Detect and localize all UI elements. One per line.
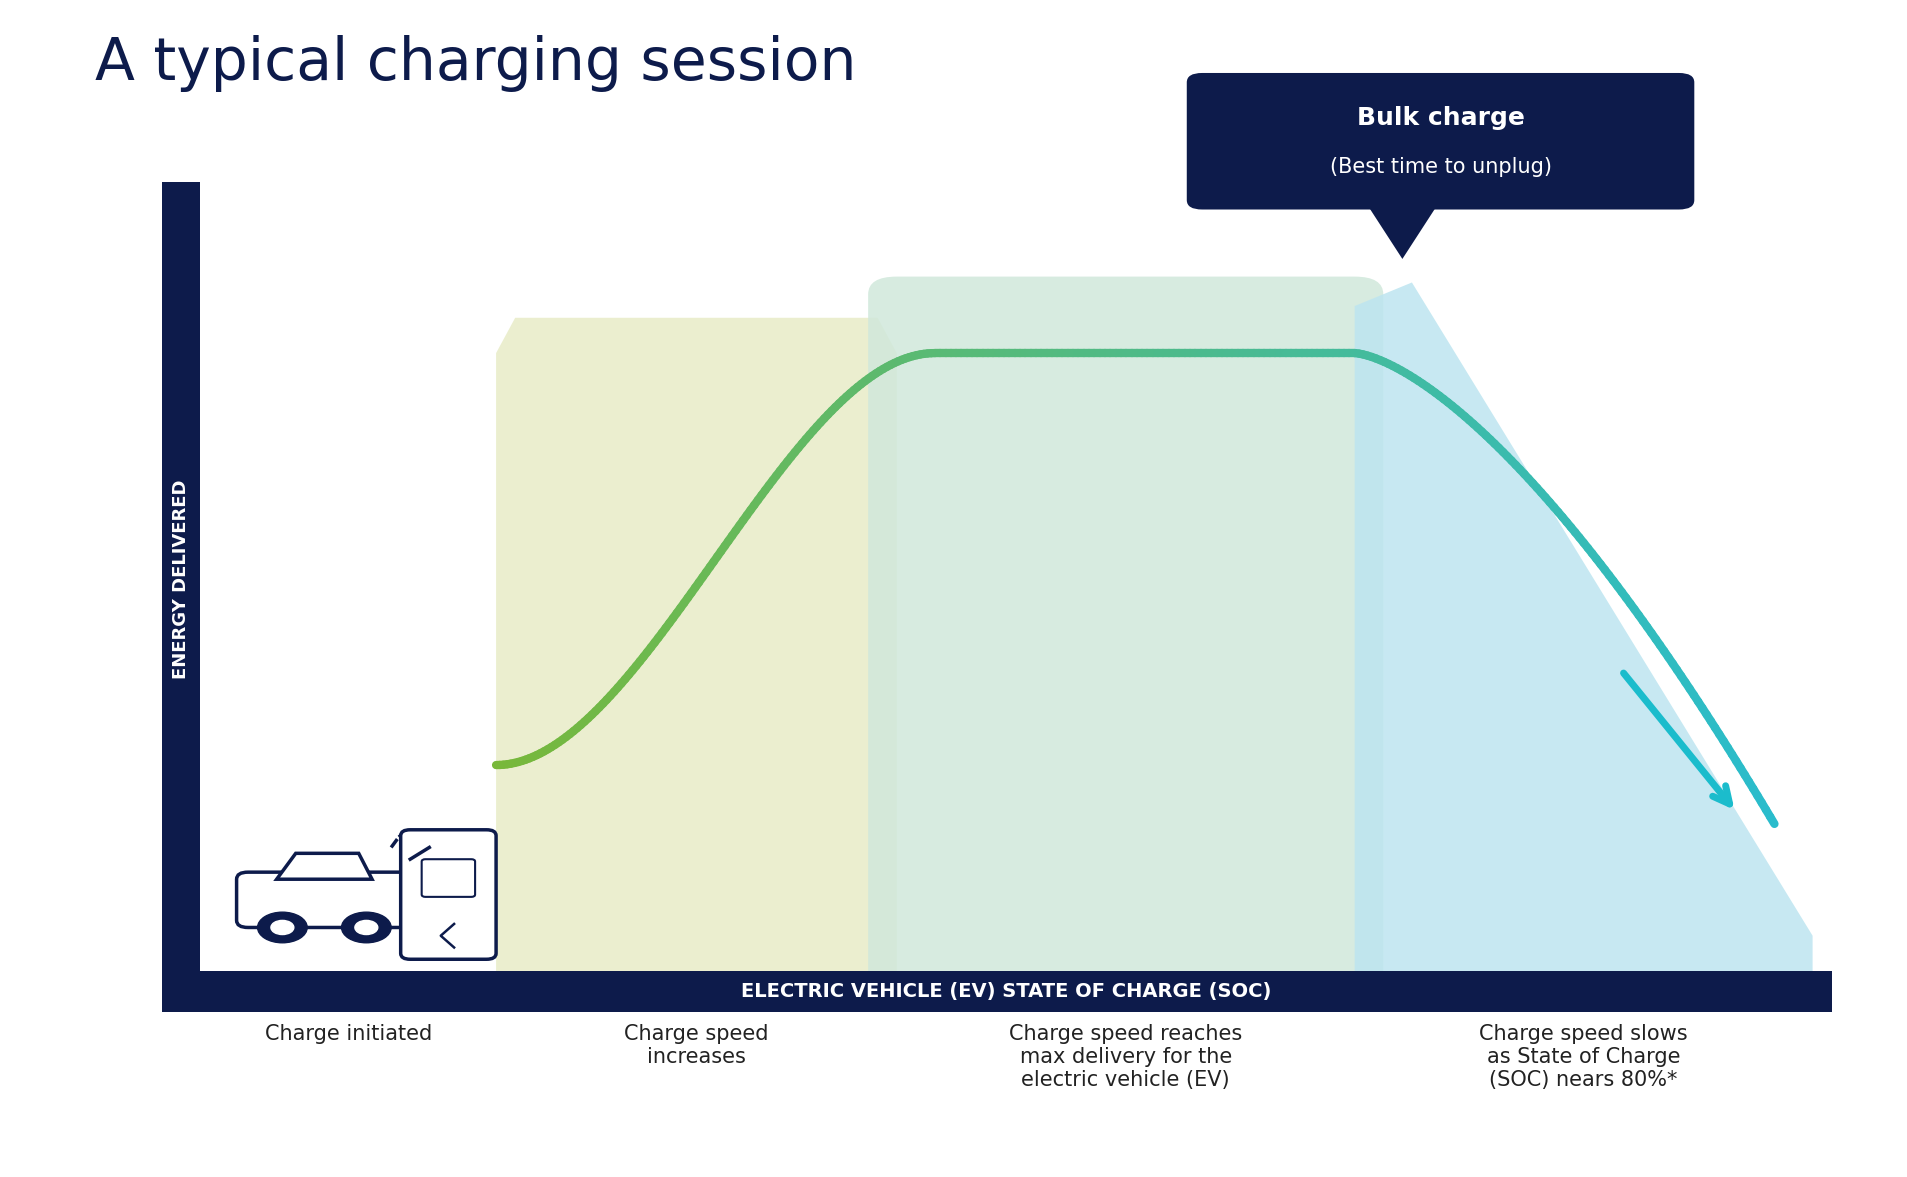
Polygon shape <box>1364 200 1440 259</box>
Polygon shape <box>496 318 896 971</box>
Text: Charge speed slows
as State of Charge
(SOC) nears 80%*: Charge speed slows as State of Charge (S… <box>1478 1024 1688 1090</box>
FancyBboxPatch shape <box>1186 73 1693 210</box>
Text: (Best time to unplug): (Best time to unplug) <box>1329 158 1550 177</box>
FancyBboxPatch shape <box>400 830 496 959</box>
FancyBboxPatch shape <box>236 872 412 927</box>
Polygon shape <box>1354 282 1812 971</box>
FancyBboxPatch shape <box>421 859 475 897</box>
Circle shape <box>271 920 294 935</box>
Circle shape <box>341 912 391 943</box>
Circle shape <box>257 912 307 943</box>
Text: ENERGY DELIVERED: ENERGY DELIVERED <box>172 480 191 679</box>
Bar <box>162 182 200 1012</box>
Text: Charge initiated: Charge initiated <box>265 1024 431 1044</box>
FancyBboxPatch shape <box>868 277 1383 989</box>
Text: Bulk charge: Bulk charge <box>1356 106 1524 129</box>
Bar <box>162 971 1831 1012</box>
Polygon shape <box>277 853 372 879</box>
Circle shape <box>355 920 378 935</box>
Text: Charge speed
increases: Charge speed increases <box>624 1024 769 1068</box>
Text: ELECTRIC VEHICLE (EV) STATE OF CHARGE (SOC): ELECTRIC VEHICLE (EV) STATE OF CHARGE (S… <box>742 982 1270 1002</box>
Text: Charge speed reaches
max delivery for the
electric vehicle (EV): Charge speed reaches max delivery for th… <box>1009 1024 1241 1090</box>
Text: A typical charging session: A typical charging session <box>95 35 856 92</box>
